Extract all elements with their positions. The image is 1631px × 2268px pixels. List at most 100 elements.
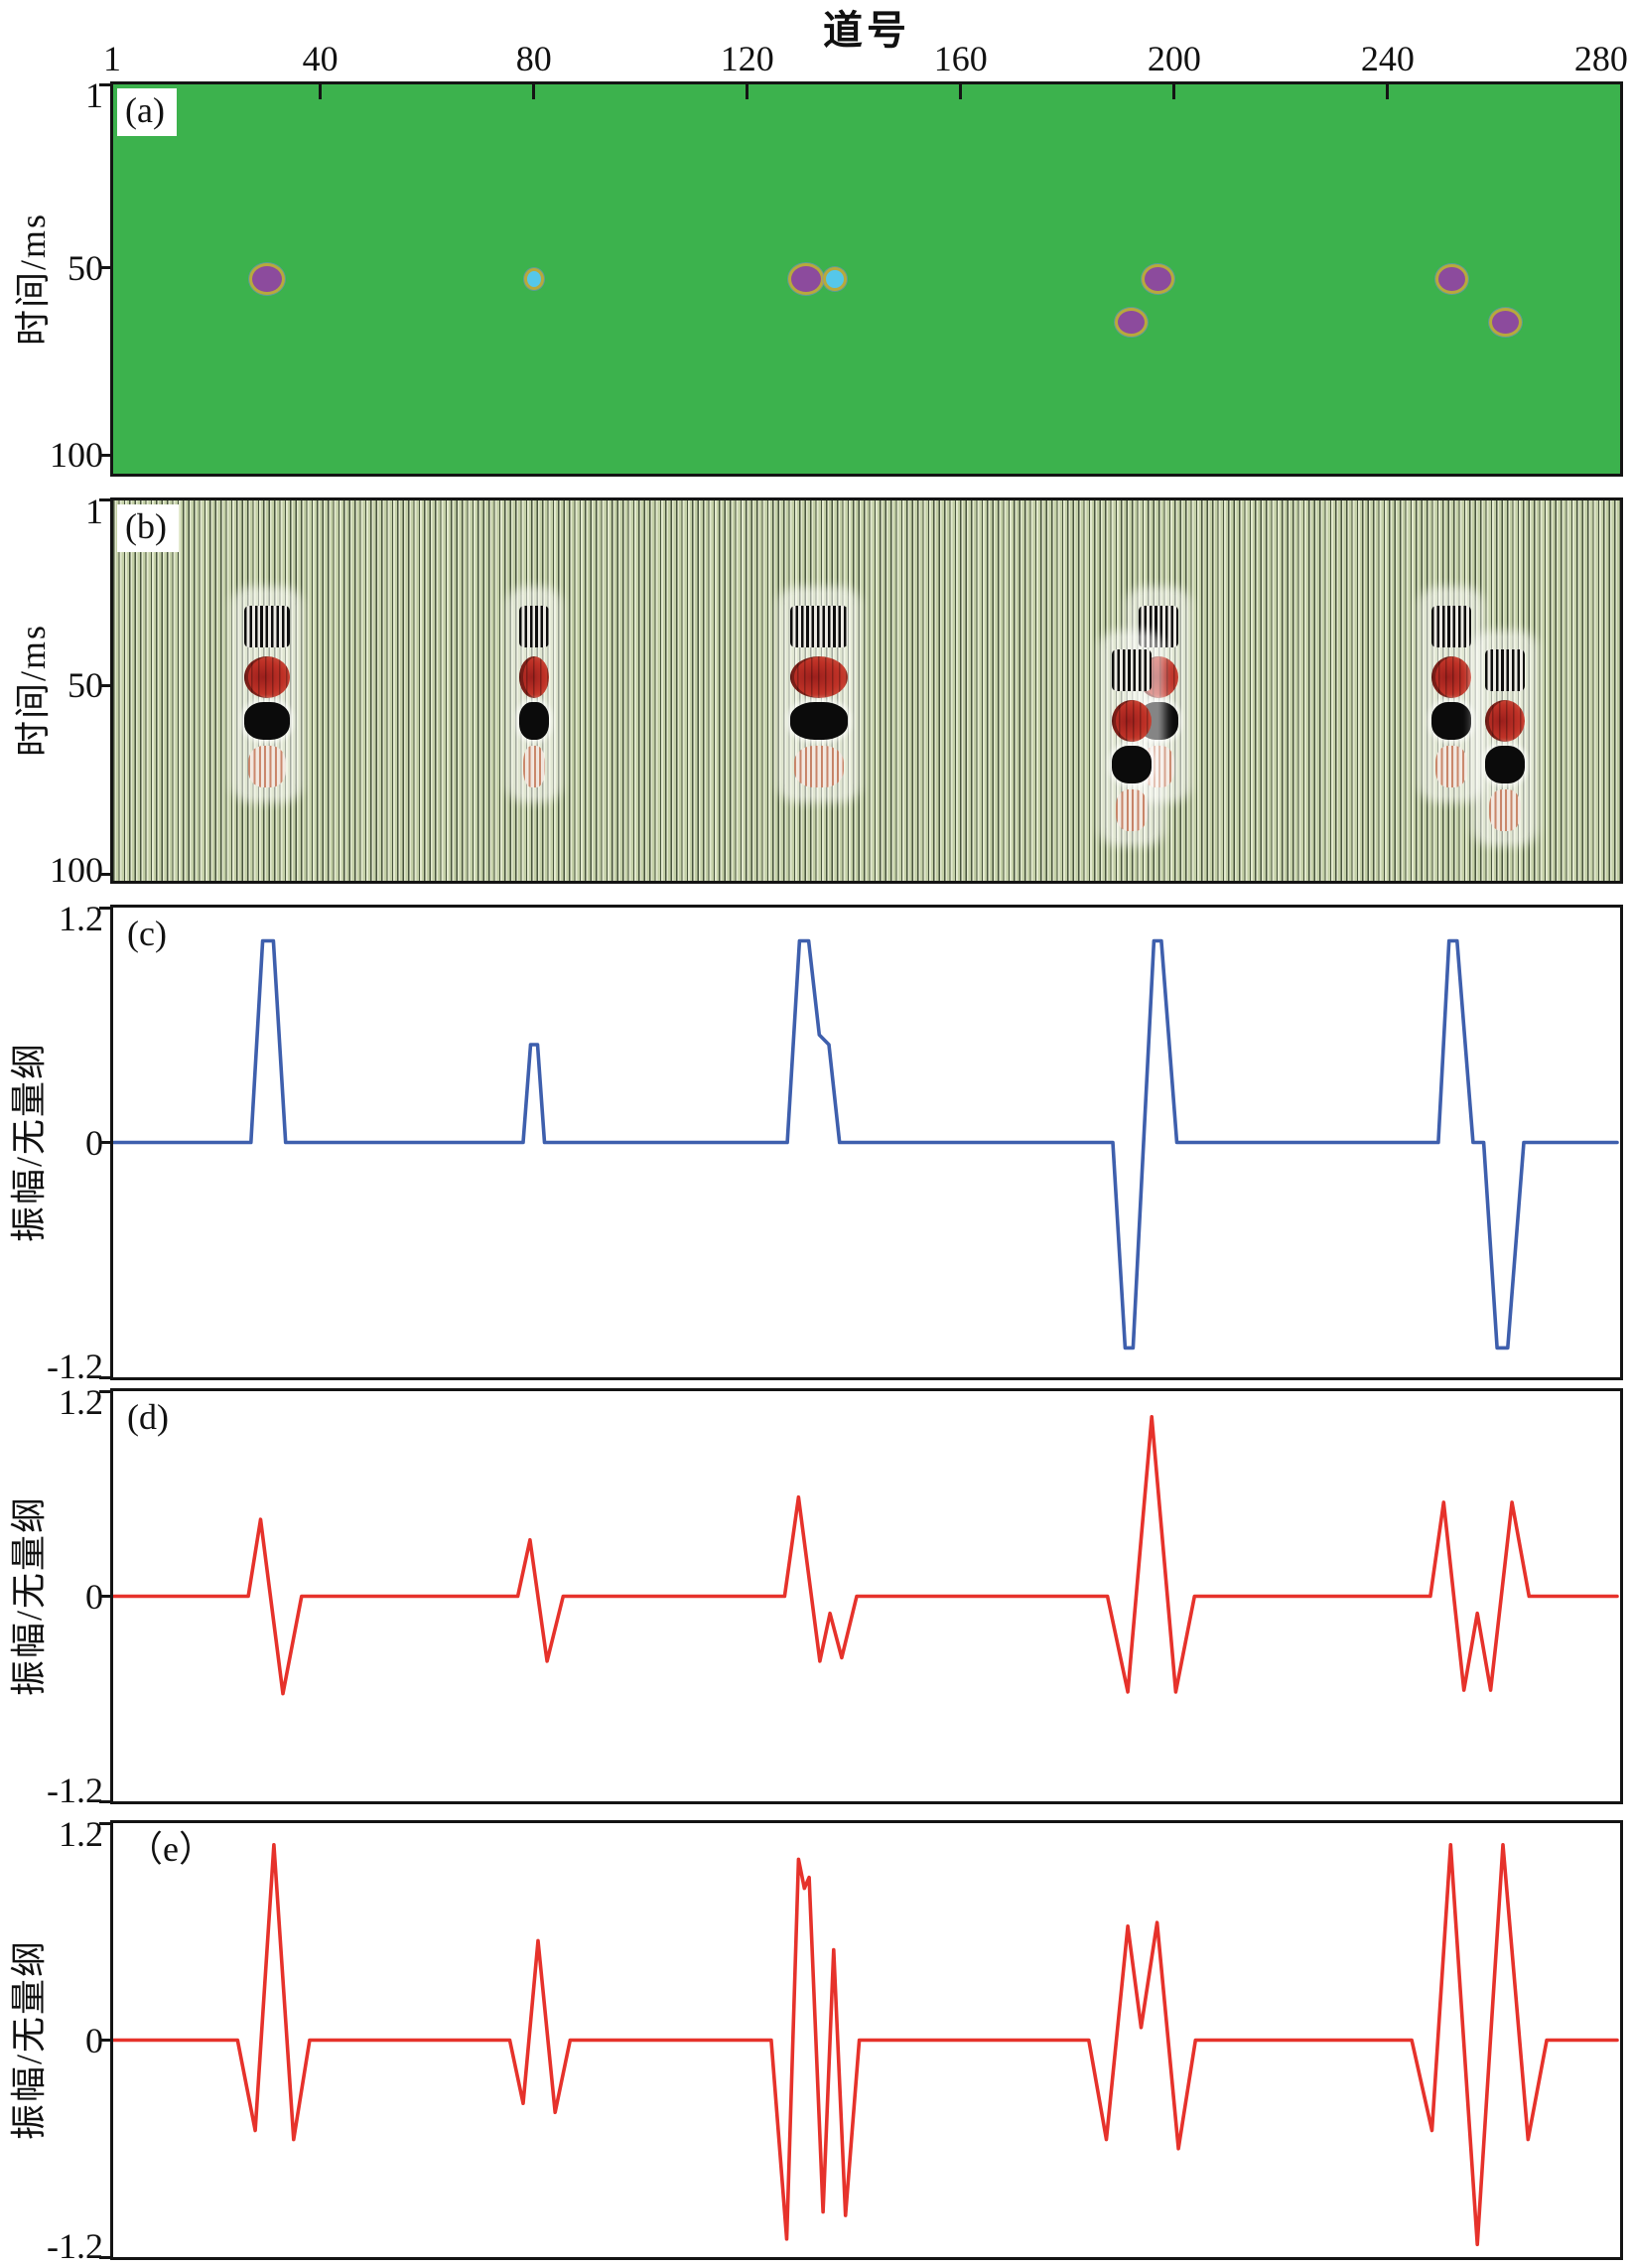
event-red-blob (790, 656, 849, 699)
event-red-blob-arcs (518, 656, 549, 699)
y-tick-mark-c (99, 906, 110, 910)
panel-d-tag: (d) (127, 1395, 169, 1439)
x-tick-mark (1172, 84, 1176, 99)
event-pink-band (522, 746, 545, 788)
event-black-band (790, 605, 849, 647)
y-tick-mark-a (99, 453, 110, 457)
event-black-blob (1431, 702, 1472, 741)
anomaly-blob-purple (1434, 263, 1468, 294)
y-tick-label-e: 1.2 (59, 1814, 103, 1854)
x-axis-title: 道号 (823, 8, 910, 53)
y-tick-label-a: 1 (85, 75, 103, 115)
event-black-band (243, 605, 290, 647)
y-tick-label-c: 1.2 (59, 899, 103, 938)
event-black-blob (518, 702, 549, 741)
y-tick-label-d: 1.2 (59, 1382, 103, 1422)
event-black-blob (243, 702, 290, 741)
event-pink-band (1489, 789, 1522, 832)
event-red-blob (518, 656, 549, 699)
event-pink-band (1115, 789, 1148, 832)
event-black-blob (1485, 746, 1526, 784)
y-tick-label-e: 0 (85, 2020, 103, 2060)
anomaly-blob-cyan (823, 266, 848, 291)
y-tick-mark-d (99, 1389, 110, 1393)
event-black-band (518, 605, 549, 647)
y-tick-mark-a (99, 266, 110, 270)
panel-c-tag: (c) (127, 912, 167, 955)
y-tick-label-b: 1 (85, 492, 103, 531)
event-red-blob-arcs (790, 656, 849, 699)
panel-e-tag: （e） (127, 1827, 214, 1871)
event-red-blob-arcs (1485, 700, 1526, 743)
event-red-blob-arcs (243, 656, 290, 699)
curve-plot-e (113, 1842, 1619, 2247)
event-black-band (1485, 648, 1526, 691)
event-red-blob (1111, 700, 1152, 743)
event-black-blob (1111, 746, 1152, 784)
curve-plot-d (113, 1414, 1619, 1696)
y-tick-label-d: 0 (85, 1576, 103, 1617)
x-tick-label: 240 (1360, 39, 1415, 78)
event-black-band (1111, 648, 1152, 691)
panel-b-tag: (b) (117, 504, 179, 552)
y-tick-mark-d (99, 1595, 110, 1598)
x-tick-mark (959, 84, 963, 99)
panel-e-amplitude-curve: （e） (110, 1820, 1623, 2260)
y-tick-mark-b (99, 683, 110, 687)
event-pink-band (247, 746, 286, 788)
y-tick-label-c: 0 (85, 1122, 103, 1163)
x-tick-label: 80 (515, 39, 552, 78)
panel-a-tag: (a) (117, 88, 177, 136)
panel-d-amplitude-curve: (d) (110, 1388, 1623, 1804)
y-tick-mark-b (99, 497, 110, 501)
amplitude-curve-e (113, 1842, 1619, 2247)
event-red-blob (243, 656, 290, 699)
panel-a-anomaly-model: (a) (110, 81, 1623, 477)
x-tick-label: 160 (933, 39, 988, 78)
anomaly-blob-purple (248, 262, 285, 295)
y-tick-mark-e (99, 2255, 110, 2259)
y-tick-label-e: -1.2 (47, 2226, 103, 2266)
x-tick-mark (1386, 84, 1390, 99)
panel-c-amplitude-curve: (c) (110, 905, 1623, 1380)
event-red-blob (1431, 656, 1472, 699)
event-pink-band (794, 746, 845, 788)
y-tick-label-a: 100 (50, 435, 103, 476)
y-tick-label-a: 50 (68, 247, 103, 288)
y-tick-mark-e (99, 2039, 110, 2042)
event-black-band (1431, 605, 1472, 647)
anomaly-blob-purple (1488, 307, 1522, 337)
panel-b-seismic-section: (b) (110, 497, 1623, 884)
x-tick-label: 120 (720, 39, 774, 78)
event-red-blob-arcs (1111, 700, 1152, 743)
event-red-blob (1485, 700, 1526, 743)
y-tick-mark-d (99, 1799, 110, 1803)
y-tick-label-d: -1.2 (47, 1771, 103, 1810)
y-tick-mark-b (99, 873, 110, 877)
event-pink-band (1435, 746, 1468, 788)
x-tick-mark (532, 84, 536, 99)
anomaly-blob-purple (787, 262, 824, 295)
anomaly-blob-cyan (523, 267, 544, 290)
curve-plot-c (113, 938, 1619, 1350)
anomaly-blob-purple (1142, 263, 1175, 294)
y-tick-label-b: 50 (68, 665, 103, 706)
x-tick-label: 280 (1573, 39, 1628, 78)
anomaly-blob-purple (1115, 307, 1149, 337)
x-tick-mark (319, 84, 323, 99)
x-tick-label: 40 (302, 39, 339, 78)
x-tick-label: 200 (1147, 39, 1201, 78)
amplitude-curve-c (113, 938, 1619, 1350)
amplitude-curve-d (113, 1414, 1619, 1696)
y-tick-mark-a (99, 82, 110, 86)
y-tick-mark-c (99, 1375, 110, 1379)
y-tick-mark-e (99, 1821, 110, 1825)
y-tick-label-b: 100 (50, 850, 103, 890)
x-tick-label: 1 (103, 39, 121, 78)
y-tick-label-c: -1.2 (47, 1347, 103, 1386)
event-black-blob (790, 702, 849, 741)
y-tick-mark-c (99, 1141, 110, 1144)
event-red-blob-arcs (1431, 656, 1472, 699)
x-tick-mark (746, 84, 749, 99)
